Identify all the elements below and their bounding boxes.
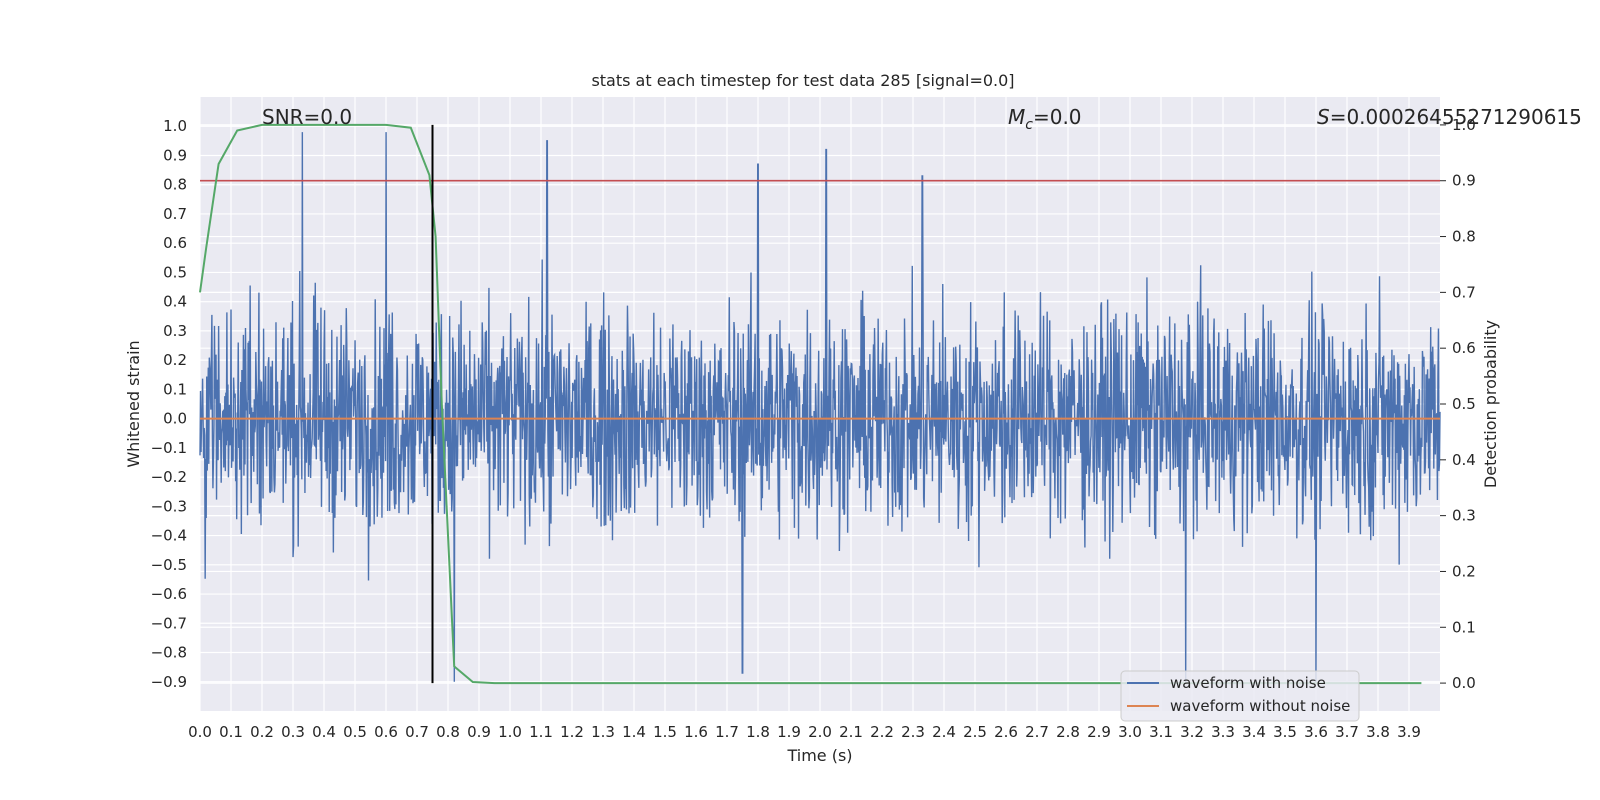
y2-tick-label: 0.0 xyxy=(1452,674,1476,692)
x-tick-label: 2.2 xyxy=(870,723,894,741)
y2-axis-label: Detection probability xyxy=(1481,320,1500,488)
y-tick-label: −0.6 xyxy=(151,585,187,603)
y2-tick-label: 1.0 xyxy=(1452,116,1476,134)
y-tick-label: 0.5 xyxy=(163,263,187,281)
y-tick-label: 0.9 xyxy=(163,146,187,164)
x-axis-ticks: 0.0 0.1 0.2 0.3 0.4 0.5 0.6 0.7 0.8 0.9 1.0 1.1 1.2 1… xyxy=(188,723,1421,741)
legend-label-noise: waveform with noise xyxy=(1170,674,1326,692)
chart-title: stats at each timestep for test data 285… xyxy=(591,71,1014,90)
x-tick-label: 2.5 xyxy=(963,723,987,741)
x-tick-label: 3.1 xyxy=(1149,723,1173,741)
y2-tick-label: 0.9 xyxy=(1452,172,1476,190)
y2-tick-label: 0.1 xyxy=(1452,618,1476,636)
y-tick-label: −0.1 xyxy=(151,439,187,457)
x-tick-label: 0.2 xyxy=(250,723,274,741)
y-tick-label: −0.9 xyxy=(151,673,187,691)
annotation-chirp-mass: Mc=0.0 xyxy=(1008,105,1082,133)
x-tick-label: 1.4 xyxy=(622,723,646,741)
x-tick-label: 2.3 xyxy=(901,723,925,741)
x-tick-label: 2.9 xyxy=(1087,723,1111,741)
annotation-snr: SNR=0.0 xyxy=(262,105,352,129)
x-tick-label: 0.1 xyxy=(219,723,243,741)
x-tick-label: 1.3 xyxy=(591,723,615,741)
y2-tick-label: 0.7 xyxy=(1452,283,1476,301)
y2-axis-ticks: 1.0 0.9 0.8 0.7 0.6 0.5 0.4 0.3 0.2 0.1 0.0 xyxy=(1440,116,1476,692)
y2-tick-label: 0.3 xyxy=(1452,507,1476,525)
x-tick-label: 0.6 xyxy=(374,723,398,741)
legend-box xyxy=(1120,670,1360,722)
x-tick-label: 0.0 xyxy=(188,723,212,741)
x-tick-label: 3.3 xyxy=(1211,723,1235,741)
y-tick-label: 0.7 xyxy=(163,205,187,223)
annotation-mc-symbol: M xyxy=(1008,105,1025,129)
y-axis-label: Whitened strain xyxy=(124,340,143,467)
x-tick-label: 3.7 xyxy=(1335,723,1359,741)
y-tick-label: 0.0 xyxy=(163,410,187,428)
y2-tick-label: 0.5 xyxy=(1452,395,1476,413)
noise-waveform-path xyxy=(199,132,1441,682)
x-tick-label: 0.4 xyxy=(312,723,336,741)
legend: waveform with noise waveform without noi… xyxy=(1120,670,1360,722)
x-tick-label: 1.7 xyxy=(715,723,739,741)
x-tick-label: 2.8 xyxy=(1056,723,1080,741)
y2-tick-label: 0.2 xyxy=(1452,562,1476,580)
annotation-s-value: =0.00026455271290615 xyxy=(1330,105,1582,129)
y-tick-label: 0.1 xyxy=(163,380,187,398)
x-tick-label: 2.1 xyxy=(839,723,863,741)
x-tick-label: 1.5 xyxy=(653,723,677,741)
y-tick-label: −0.3 xyxy=(151,497,187,515)
y-tick-label: −0.2 xyxy=(151,468,187,486)
x-tick-label: 1.1 xyxy=(529,723,553,741)
y-tick-label: −0.8 xyxy=(151,644,187,662)
x-tick-label: 1.2 xyxy=(560,723,584,741)
x-tick-label: 1.8 xyxy=(746,723,770,741)
x-axis-label: Time (s) xyxy=(786,746,852,765)
y-axis-ticks: 1.0 0.9 0.8 0.7 0.6 0.5 0.4 0.3 0.2 0.1 0.0 −0.1 −0.… xyxy=(151,117,187,691)
x-tick-label: 3.4 xyxy=(1242,723,1266,741)
x-tick-label: 2.7 xyxy=(1025,723,1049,741)
x-tick-label: 0.9 xyxy=(467,723,491,741)
y-tick-label: −0.7 xyxy=(151,614,187,632)
x-tick-label: 3.5 xyxy=(1273,723,1297,741)
x-tick-label: 3.0 xyxy=(1118,723,1142,741)
y-tick-label: 1.0 xyxy=(163,117,187,135)
y-tick-label: −0.5 xyxy=(151,556,187,574)
y-tick-label: 0.3 xyxy=(163,322,187,340)
y-tick-label: 0.4 xyxy=(163,293,187,311)
x-tick-label: 0.3 xyxy=(281,723,305,741)
series-waveform-with-noise xyxy=(199,132,1441,682)
annotation-s-symbol: S xyxy=(1317,105,1330,129)
x-tick-label: 2.6 xyxy=(994,723,1018,741)
y2-tick-label: 0.6 xyxy=(1452,339,1476,357)
y-tick-label: −0.4 xyxy=(151,527,187,545)
x-tick-label: 1.9 xyxy=(777,723,801,741)
y2-tick-label: 0.8 xyxy=(1452,228,1476,246)
annotation-s: S=0.00026455271290615 xyxy=(1317,105,1582,129)
x-tick-label: 2.0 xyxy=(808,723,832,741)
x-tick-label: 3.9 xyxy=(1397,723,1421,741)
x-tick-label: 3.2 xyxy=(1180,723,1204,741)
y-tick-label: 0.8 xyxy=(163,176,187,194)
annotation-mc-subscript: c xyxy=(1025,117,1033,133)
x-tick-label: 0.7 xyxy=(405,723,429,741)
y-tick-label: 0.2 xyxy=(163,351,187,369)
x-tick-label: 0.5 xyxy=(343,723,367,741)
probability-curve xyxy=(199,123,1422,685)
x-tick-label: 3.6 xyxy=(1304,723,1328,741)
x-tick-label: 3.8 xyxy=(1366,723,1390,741)
y-tick-label: 0.6 xyxy=(163,234,187,252)
y2-tick-label: 0.4 xyxy=(1452,451,1476,469)
legend-label-clean: waveform without noise xyxy=(1170,697,1350,715)
x-tick-label: 0.8 xyxy=(436,723,460,741)
series-detection-probability xyxy=(199,123,1422,685)
x-tick-label: 2.4 xyxy=(932,723,956,741)
x-tick-label: 1.0 xyxy=(498,723,522,741)
annotation-mc-value: =0.0 xyxy=(1033,105,1082,129)
x-tick-label: 1.6 xyxy=(684,723,708,741)
